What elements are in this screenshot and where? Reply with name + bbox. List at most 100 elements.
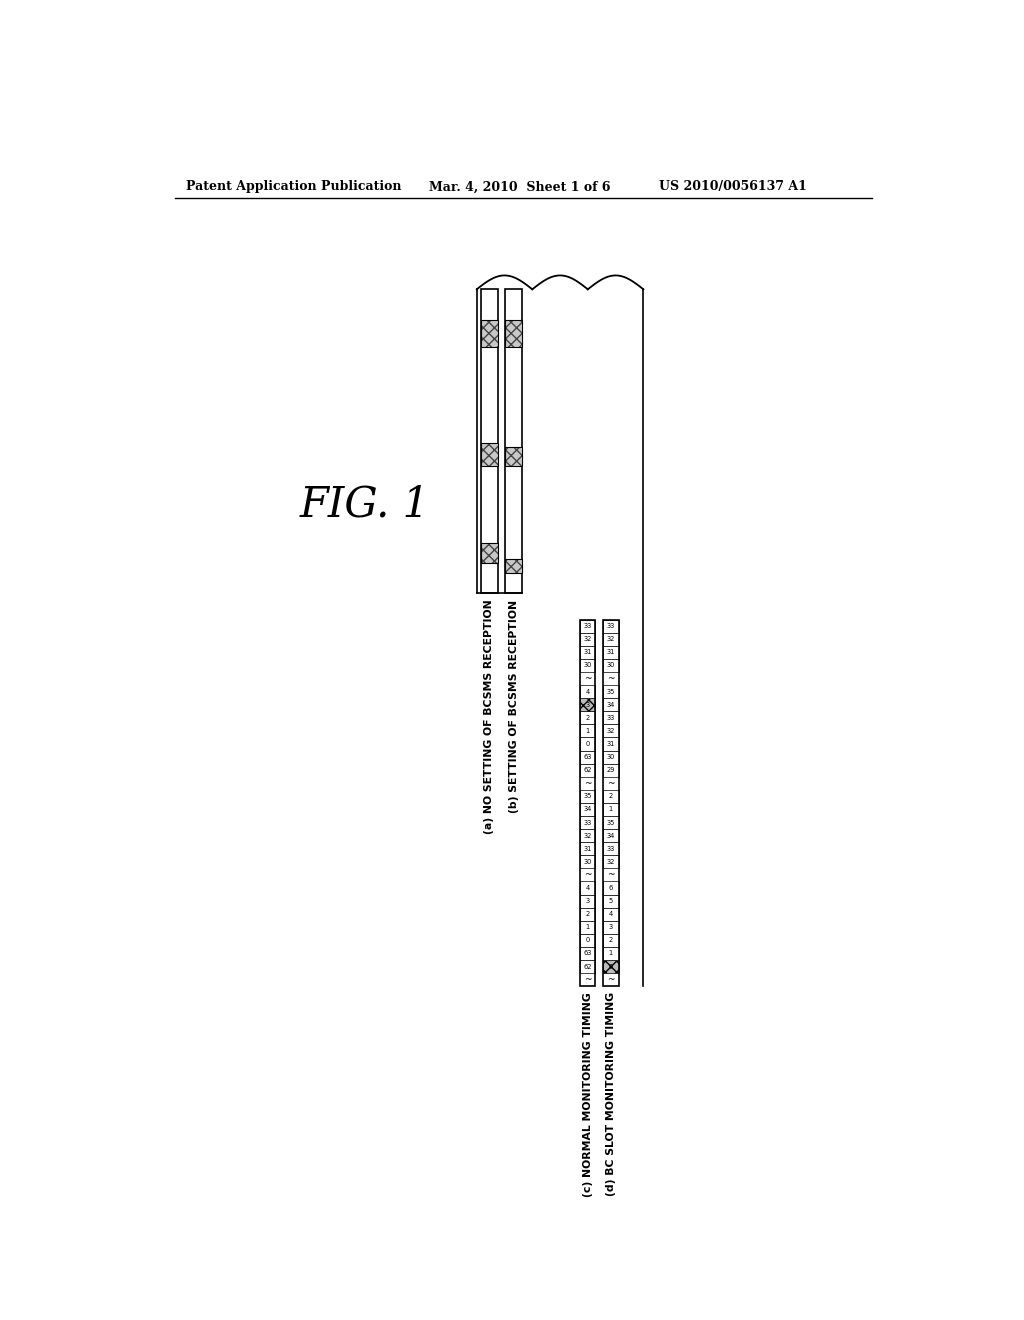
Text: ~: ~ — [607, 675, 614, 682]
Bar — [603, 685, 618, 698]
Bar — [603, 829, 618, 842]
Bar — [506, 558, 522, 573]
Text: 6: 6 — [608, 884, 613, 891]
Bar — [603, 855, 618, 869]
Bar — [480, 444, 498, 466]
Bar — [603, 763, 618, 776]
Text: 4: 4 — [586, 689, 590, 694]
Text: 3: 3 — [608, 924, 613, 931]
Bar — [580, 895, 595, 908]
Text: (a) NO SETTING OF BCSMS RECEPTION: (a) NO SETTING OF BCSMS RECEPTION — [484, 599, 495, 834]
Bar — [580, 685, 595, 698]
Bar — [506, 447, 522, 466]
Bar — [580, 882, 595, 895]
Text: 1: 1 — [586, 924, 590, 931]
Text: ~: ~ — [584, 779, 591, 788]
Text: (c) NORMAL MONITORING TIMING: (c) NORMAL MONITORING TIMING — [583, 993, 593, 1197]
Text: 33: 33 — [606, 623, 615, 630]
Bar — [580, 960, 595, 973]
Bar — [603, 789, 618, 803]
Text: 31: 31 — [584, 846, 592, 851]
Text: 2: 2 — [608, 793, 613, 800]
Text: 0: 0 — [586, 937, 590, 944]
Bar — [603, 725, 618, 738]
Bar — [580, 711, 595, 725]
Bar — [580, 763, 595, 776]
Bar — [603, 645, 618, 659]
Bar — [506, 289, 522, 594]
Bar — [603, 895, 618, 908]
Bar — [603, 619, 618, 632]
Bar — [603, 908, 618, 921]
Bar — [580, 946, 595, 960]
Text: 30: 30 — [584, 859, 592, 865]
Bar — [480, 321, 498, 347]
Text: 29: 29 — [606, 767, 615, 774]
Bar — [580, 829, 595, 842]
Bar — [580, 751, 595, 763]
Bar — [603, 632, 618, 645]
Text: 34: 34 — [606, 833, 615, 838]
Text: 63: 63 — [584, 950, 592, 957]
Bar — [506, 321, 522, 347]
Text: US 2010/0056137 A1: US 2010/0056137 A1 — [658, 181, 807, 194]
Bar — [480, 544, 498, 562]
Text: ~: ~ — [607, 779, 614, 788]
Bar — [603, 882, 618, 895]
Text: ~: ~ — [584, 675, 591, 682]
Text: (b) SETTING OF BCSMS RECEPTION: (b) SETTING OF BCSMS RECEPTION — [509, 599, 519, 813]
Text: 4: 4 — [586, 884, 590, 891]
Text: 30: 30 — [606, 754, 615, 760]
Text: 62: 62 — [584, 767, 592, 774]
Bar — [580, 908, 595, 921]
Text: ~: ~ — [607, 975, 614, 985]
Bar — [480, 289, 498, 594]
Text: 35: 35 — [584, 793, 592, 800]
Text: 33: 33 — [584, 623, 592, 630]
Text: 33: 33 — [606, 715, 615, 721]
Bar — [580, 725, 595, 738]
Bar — [580, 842, 595, 855]
Text: 35: 35 — [606, 820, 615, 825]
Bar — [603, 816, 618, 829]
Text: 32: 32 — [584, 636, 592, 643]
Text: 32: 32 — [584, 833, 592, 838]
Text: 3: 3 — [586, 898, 590, 904]
Text: ~: ~ — [607, 870, 614, 879]
Bar — [603, 960, 618, 973]
Text: (d) BC SLOT MONITORING TIMING: (d) BC SLOT MONITORING TIMING — [606, 993, 615, 1196]
Text: 4: 4 — [608, 911, 613, 917]
Bar — [480, 444, 498, 466]
Text: 2: 2 — [586, 911, 590, 917]
Text: 30: 30 — [606, 663, 615, 668]
Bar — [580, 738, 595, 751]
Text: 2: 2 — [608, 937, 613, 944]
Text: 32: 32 — [606, 636, 615, 643]
Bar — [603, 921, 618, 933]
Bar — [580, 698, 595, 711]
Bar — [580, 619, 595, 632]
Bar — [580, 921, 595, 933]
Text: 33: 33 — [606, 846, 615, 851]
Bar — [603, 842, 618, 855]
Bar — [580, 619, 595, 986]
Bar — [506, 447, 522, 466]
Bar — [580, 803, 595, 816]
Text: FIG. 1: FIG. 1 — [300, 484, 430, 525]
Text: 34: 34 — [606, 702, 615, 708]
Text: 1: 1 — [608, 950, 613, 957]
Bar — [480, 321, 498, 347]
Bar — [603, 619, 618, 986]
Bar — [506, 321, 522, 347]
Text: 31: 31 — [584, 649, 592, 655]
Text: 32: 32 — [606, 727, 615, 734]
Bar — [603, 751, 618, 763]
Text: 35: 35 — [606, 689, 615, 694]
Bar — [580, 659, 595, 672]
Text: 0: 0 — [586, 741, 590, 747]
Text: 31: 31 — [606, 649, 615, 655]
Bar — [506, 558, 522, 573]
Text: 63: 63 — [584, 754, 592, 760]
Bar — [603, 803, 618, 816]
Text: 31: 31 — [606, 741, 615, 747]
